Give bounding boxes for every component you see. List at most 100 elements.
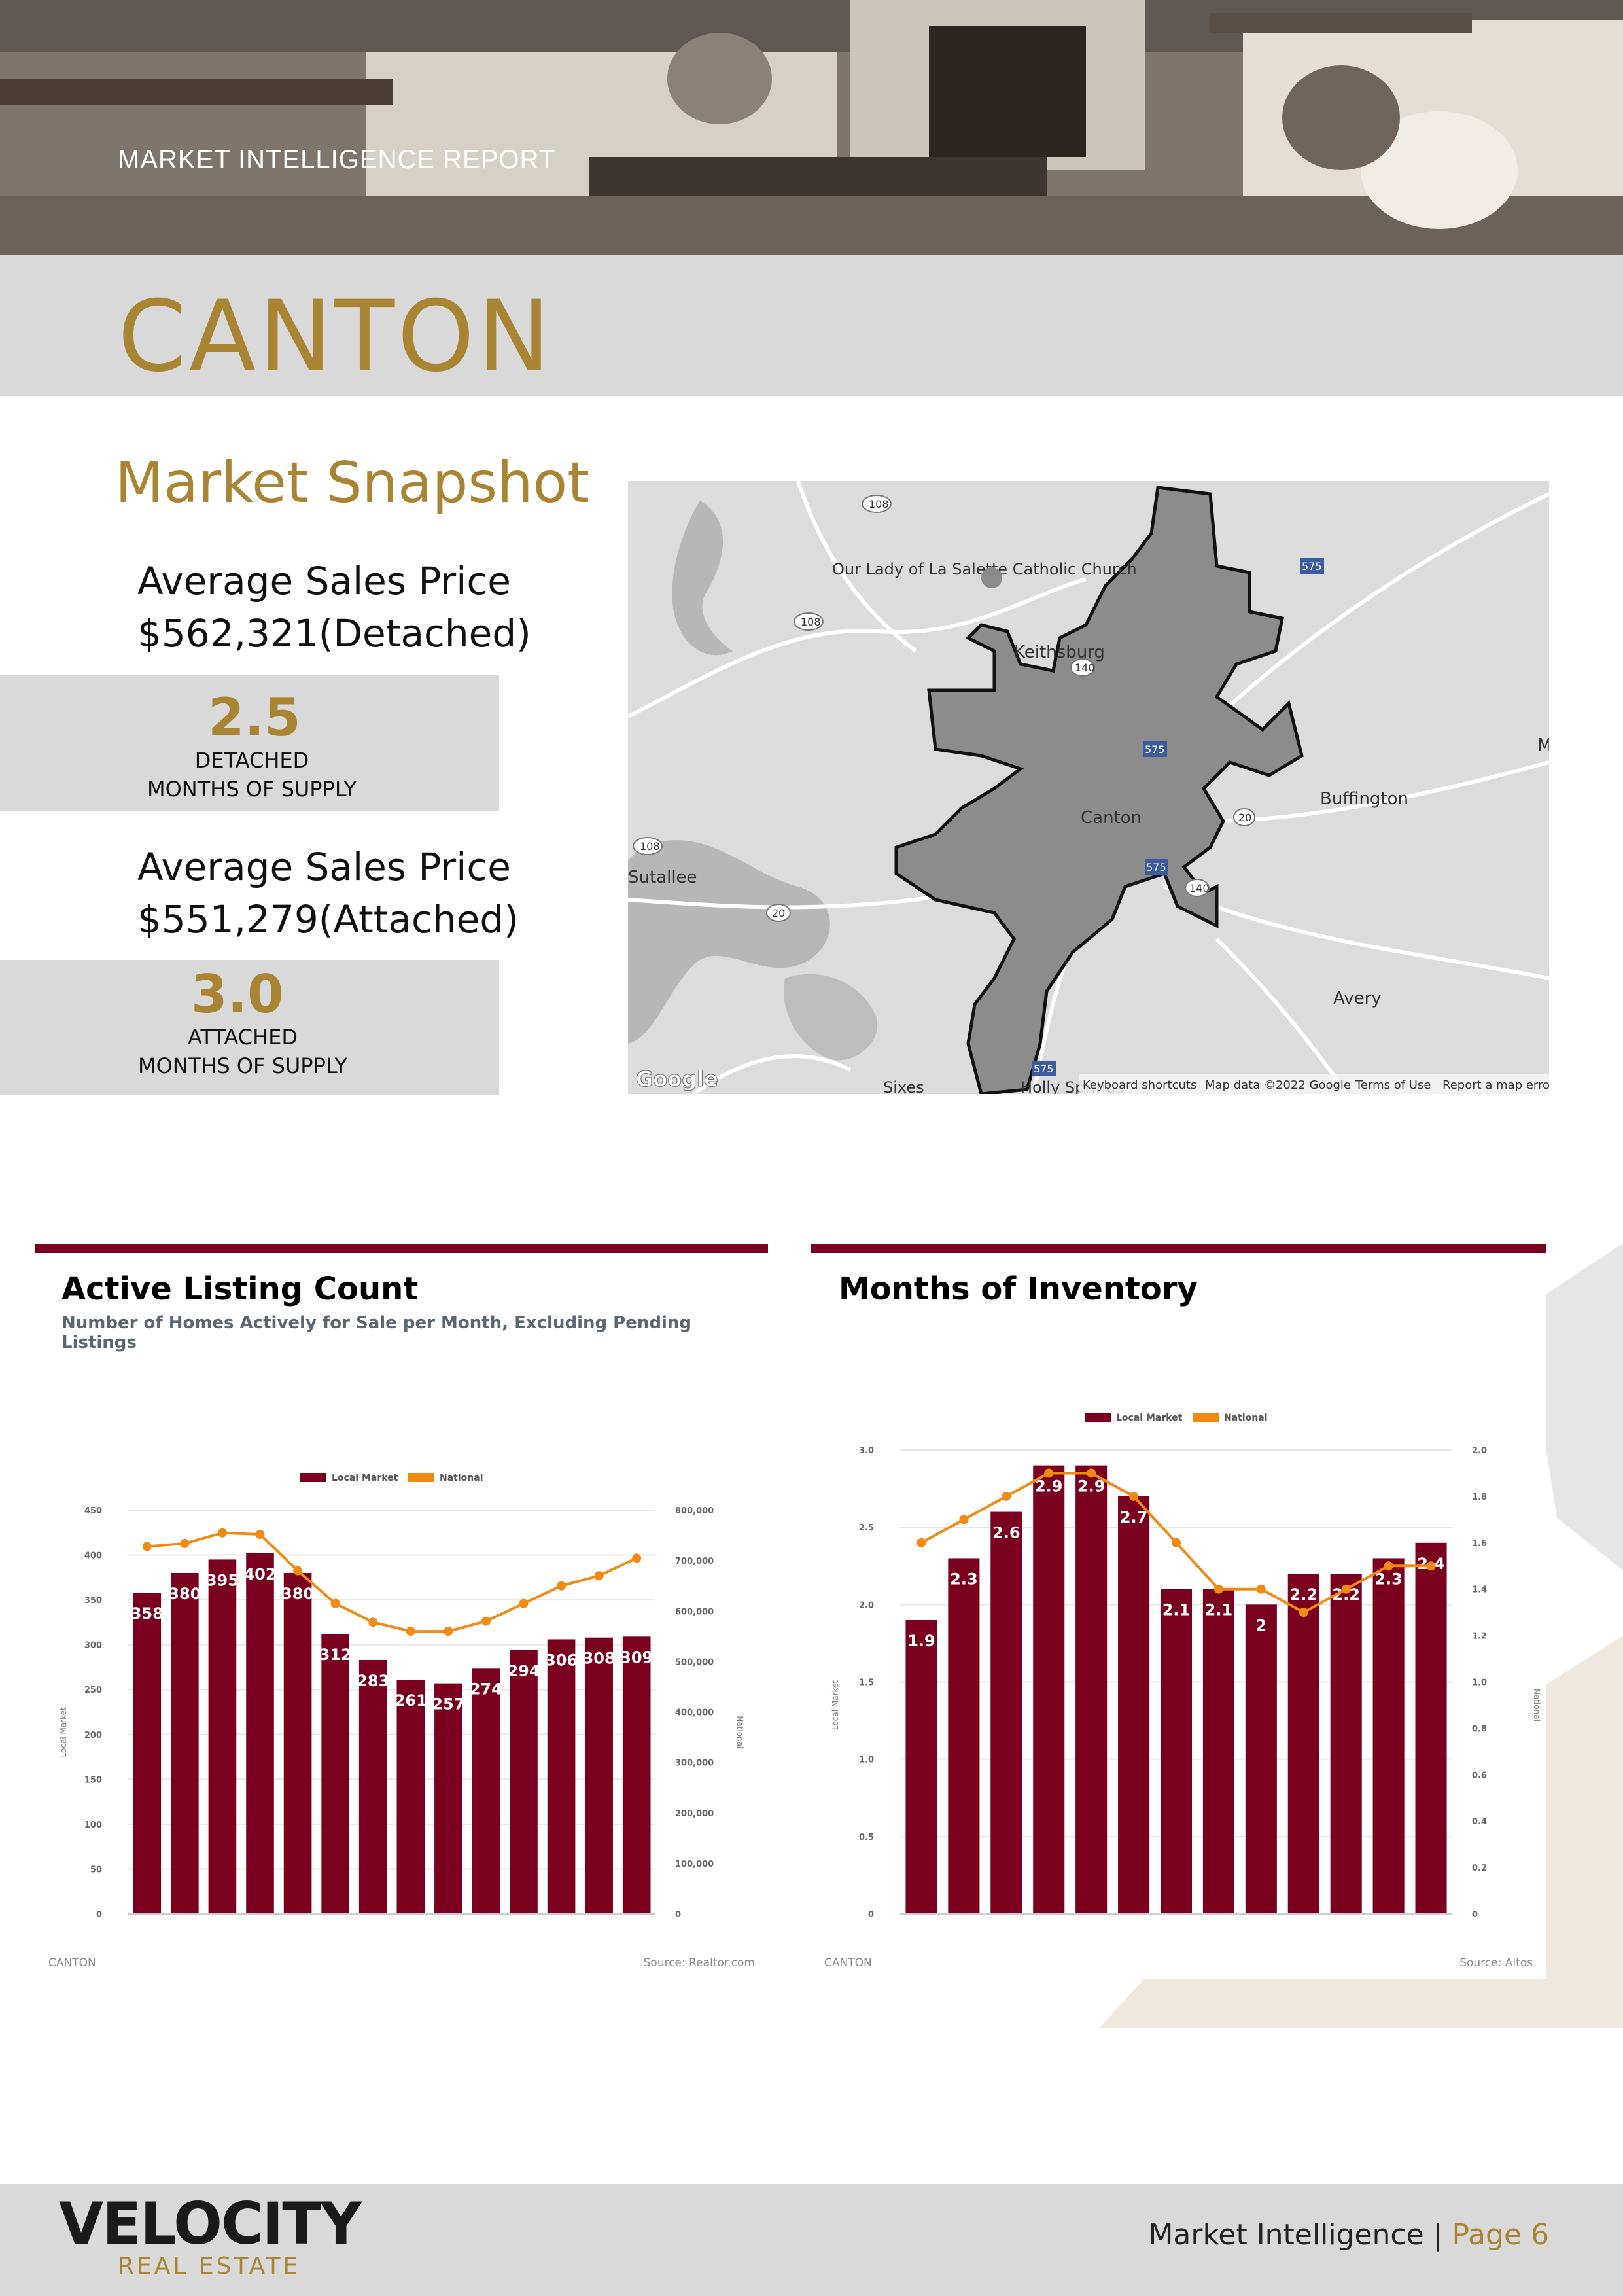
chart2-national-point bbox=[1044, 1468, 1054, 1478]
chart2-y2tick: 0.4 bbox=[1472, 1817, 1487, 1827]
route-108-c: 108 bbox=[640, 840, 660, 853]
chart2-bar bbox=[990, 1511, 1022, 1914]
chart1-ytick: 400 bbox=[84, 1551, 102, 1561]
chart1-ytick: 50 bbox=[90, 1865, 102, 1875]
chart2-y2tick: 1.2 bbox=[1472, 1632, 1487, 1642]
chart1-legend-swatch-local bbox=[300, 1473, 326, 1482]
detached-price-value: $562,321(Detached) bbox=[137, 611, 531, 656]
attached-mos-label: ATTACHED MONTHS OF SUPPLY bbox=[109, 1023, 377, 1080]
chart2-national-point bbox=[1341, 1584, 1351, 1594]
route-575-b: 575 bbox=[1145, 743, 1165, 756]
map-label-keithsburg: Keithsburg bbox=[1014, 643, 1105, 662]
map-label-sutallee: Sutallee bbox=[628, 868, 697, 887]
chart1-bar bbox=[208, 1559, 237, 1914]
chart1-bar-label: 309 bbox=[620, 1648, 653, 1667]
keyboard-shortcuts-link[interactable]: Keyboard shortcuts bbox=[1083, 1078, 1196, 1092]
chart1-national-point bbox=[217, 1528, 227, 1538]
chart1-bar bbox=[358, 1659, 387, 1914]
attached-mos-value: 3.0 bbox=[191, 964, 284, 1025]
chart1-ytick: 350 bbox=[84, 1596, 102, 1606]
chart2-y2tick: 0 bbox=[1472, 1910, 1478, 1920]
report-error-link[interactable]: Report a map error bbox=[1442, 1078, 1549, 1092]
canton-boundary[interactable] bbox=[894, 486, 1304, 1094]
chart1-bar bbox=[283, 1572, 312, 1914]
chart2-bar-label: 1.9 bbox=[907, 1632, 935, 1650]
chart1-bar-label: 358 bbox=[131, 1604, 164, 1623]
chart2-y2tick: 2.0 bbox=[1472, 1446, 1487, 1456]
attached-price-block: Average Sales Price $551,279(Attached) bbox=[137, 841, 519, 945]
chart1-bar bbox=[171, 1572, 199, 1914]
chart2-bar bbox=[1160, 1589, 1193, 1914]
chart2-national-point bbox=[1426, 1561, 1436, 1571]
chart1-footer-left: CANTON bbox=[48, 1956, 96, 1969]
map-label-sixes: Sixes bbox=[883, 1078, 924, 1094]
chart2-national-point bbox=[1299, 1608, 1308, 1617]
chart1-legend-local: Local Market bbox=[332, 1473, 398, 1483]
chart2-bar bbox=[1372, 1558, 1405, 1914]
chart1-bar bbox=[547, 1639, 576, 1914]
living-room-photo-illustration bbox=[0, 0, 1623, 255]
chart2-bar bbox=[1118, 1496, 1150, 1914]
chart1-bar-label: 312 bbox=[319, 1646, 352, 1664]
chart1-y2tick: 100,000 bbox=[675, 1860, 714, 1869]
route-20-a: 20 bbox=[772, 907, 785, 919]
chart1-national-point bbox=[180, 1538, 190, 1548]
route-shields: 108 108 108 140 20 575 575 575 575 140 2… bbox=[633, 495, 1324, 1076]
detached-mos-type: DETACHED bbox=[194, 748, 309, 773]
route-140-b: 140 bbox=[1189, 882, 1210, 894]
chart2-bar-label: 2.9 bbox=[1035, 1477, 1063, 1496]
chart1-bar bbox=[434, 1683, 462, 1914]
chart2-source: Source: Altos bbox=[1459, 1956, 1533, 1969]
page-footer-text: Market Intelligence | Page 6 bbox=[1148, 2218, 1549, 2252]
chart1-bar-label: 261 bbox=[394, 1691, 427, 1710]
chart1-y2tick: 300,000 bbox=[675, 1759, 714, 1769]
chart1-title: Active Listing Count bbox=[61, 1271, 419, 1307]
chart2-bar-label: 2 bbox=[1255, 1616, 1266, 1634]
chart1-national-point bbox=[594, 1571, 604, 1581]
chart2-national-point bbox=[1384, 1561, 1393, 1571]
chart2-national-point bbox=[1256, 1584, 1266, 1594]
chart2-ytick: 3.0 bbox=[859, 1446, 874, 1456]
chart2-national-point bbox=[1087, 1468, 1096, 1478]
chart1-y2tick: 200,000 bbox=[675, 1809, 714, 1819]
map-canvas[interactable]: Our Lady of La Salette Catholic Church K… bbox=[628, 481, 1549, 1094]
footer-report-name: Market Intelligence | bbox=[1148, 2218, 1452, 2252]
chart2-national-point bbox=[916, 1538, 926, 1547]
chart2-bar-label: 2.2 bbox=[1290, 1585, 1318, 1604]
route-140-a: 140 bbox=[1075, 662, 1095, 674]
chart1-bar bbox=[133, 1593, 162, 1914]
chart1-bar-label: 306 bbox=[545, 1651, 578, 1669]
chart2-legend-swatch-local bbox=[1085, 1413, 1111, 1422]
chart2-legend-local: Local Market bbox=[1116, 1413, 1183, 1423]
chart2-y2tick: 1.0 bbox=[1472, 1678, 1487, 1688]
chart1-bar-label: 274 bbox=[470, 1680, 502, 1698]
chart2-ytick: 2.5 bbox=[859, 1523, 874, 1533]
chart1-ylabel: Local Market bbox=[59, 1707, 68, 1757]
chart1-source: Source: Realtor.com bbox=[643, 1956, 755, 1969]
chart1-bar-label: 257 bbox=[432, 1695, 464, 1714]
chart1-y2tick: 0 bbox=[675, 1910, 681, 1920]
attached-mos-type: ATTACHED bbox=[187, 1025, 298, 1050]
chart1-bar bbox=[585, 1637, 613, 1914]
chart2-bar bbox=[1330, 1574, 1362, 1914]
chart2-bar bbox=[905, 1619, 937, 1914]
chart2-svg: 0 0.5 1.0 1.5 2.0 2.5 3.0 0 0.2 0.4 0.6 0.8 1.0 1.2 1.… bbox=[831, 1413, 1541, 1920]
chart2-bar bbox=[1287, 1574, 1319, 1914]
chart2-bar-label: 2.1 bbox=[1162, 1601, 1191, 1619]
chart2-y2tick: 1.8 bbox=[1472, 1492, 1487, 1502]
chart1-bar-label: 395 bbox=[206, 1571, 239, 1589]
chart1-ytick: 300 bbox=[84, 1641, 102, 1651]
terms-link[interactable]: Terms of Use bbox=[1355, 1078, 1431, 1092]
chart1-national-point bbox=[406, 1627, 415, 1636]
chart2-ylabel: Local Market bbox=[831, 1680, 840, 1730]
map[interactable]: Our Lady of La Salette Catholic Church K… bbox=[628, 481, 1549, 1094]
chart2-ytick: 2.0 bbox=[859, 1600, 874, 1610]
chart2-y2tick: 0.8 bbox=[1472, 1724, 1487, 1734]
velocity-logo: VELOCITY bbox=[59, 2190, 362, 2257]
route-108-b: 108 bbox=[801, 616, 821, 628]
chart2-ytick: 0 bbox=[868, 1910, 874, 1920]
detached-price-label: Average Sales Price bbox=[137, 559, 511, 603]
velocity-logo-subtitle: REAL ESTATE bbox=[118, 2253, 301, 2280]
church-marker-icon[interactable] bbox=[981, 567, 1002, 588]
chart2-bar bbox=[1415, 1542, 1447, 1914]
